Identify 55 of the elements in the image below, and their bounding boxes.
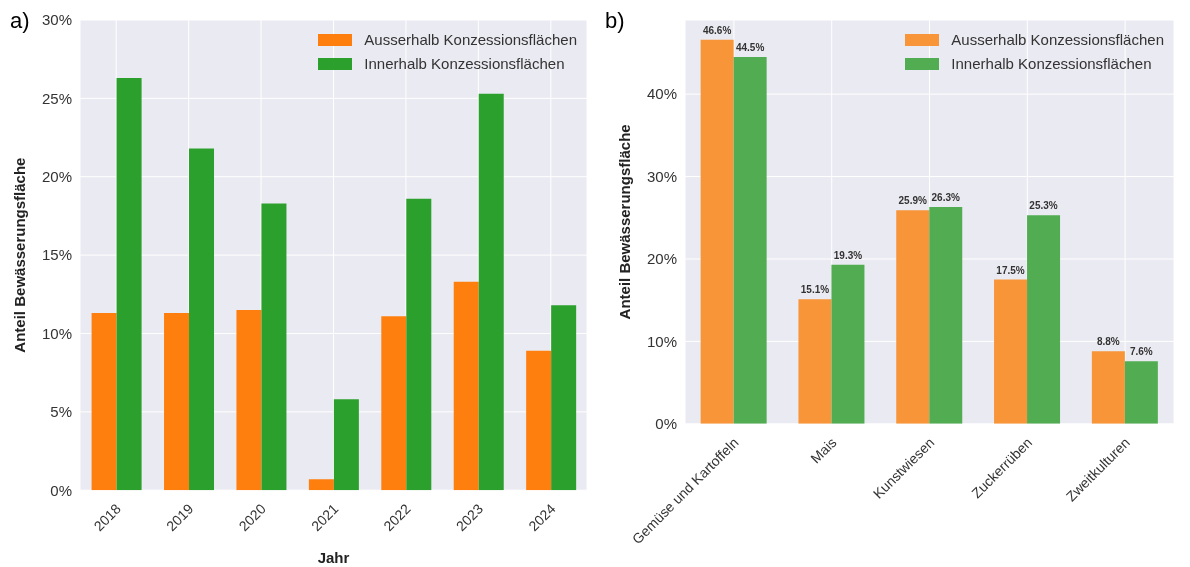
y-axis-title: Anteil Bewässerungsfläche — [11, 157, 29, 353]
legend-label: Innerhalb Konzessionsflächen — [951, 54, 1152, 74]
y-tick-label: 40% — [646, 85, 677, 103]
bar — [478, 93, 504, 491]
bar — [798, 299, 832, 424]
data-label: 25.9% — [898, 195, 928, 207]
bar — [236, 309, 262, 491]
data-label: 44.5% — [735, 42, 765, 54]
legend-label: Ausserhalb Konzessionsflächen — [364, 30, 577, 50]
y-tick-label: 5% — [50, 403, 72, 421]
bar — [1027, 215, 1061, 424]
y-axis-title: Anteil Bewässerungsfläche — [616, 124, 634, 320]
y-tick-label: 25% — [41, 89, 72, 107]
y-tick-label: 30% — [646, 167, 677, 185]
bar — [831, 264, 865, 424]
y-tick-label: 30% — [41, 11, 72, 29]
bar — [994, 279, 1028, 424]
chart-title: b) — [605, 8, 625, 34]
bar — [733, 57, 767, 424]
bar — [1124, 361, 1158, 424]
y-tick-label: 20% — [646, 250, 677, 268]
bar — [91, 313, 117, 491]
y-tick-label: 0% — [655, 415, 677, 433]
bar — [164, 313, 190, 491]
bar — [333, 399, 359, 491]
chart-title: a) — [10, 8, 30, 34]
y-tick-label: 20% — [41, 168, 72, 186]
bar — [1091, 351, 1125, 424]
bar — [116, 77, 142, 491]
bar — [406, 198, 432, 491]
bar — [453, 281, 479, 491]
data-label: 46.6% — [702, 24, 732, 36]
y-tick-label: 10% — [646, 332, 677, 350]
bar — [700, 39, 734, 424]
x-axis-title: Jahr — [317, 549, 350, 566]
y-tick-label: 0% — [50, 481, 72, 499]
bar — [189, 148, 215, 491]
bar — [929, 207, 963, 424]
legend-label: Innerhalb Konzessionsflächen — [364, 54, 565, 74]
data-label: 19.3% — [833, 249, 863, 261]
data-label: 7.6% — [1129, 346, 1153, 358]
legend-label: Ausserhalb Konzessionsflächen — [951, 30, 1164, 50]
bar — [308, 479, 334, 491]
y-tick-label: 10% — [41, 324, 72, 342]
bar — [551, 305, 577, 491]
data-label: 8.8% — [1096, 336, 1120, 348]
bar — [381, 316, 407, 491]
bar — [261, 203, 287, 491]
data-label: 26.3% — [931, 192, 961, 204]
data-label: 15.1% — [800, 284, 830, 296]
bar — [896, 210, 930, 424]
data-label: 17.5% — [996, 264, 1025, 276]
data-label: 25.3% — [1029, 200, 1058, 212]
y-tick-label: 15% — [41, 246, 72, 264]
bar — [526, 350, 552, 491]
